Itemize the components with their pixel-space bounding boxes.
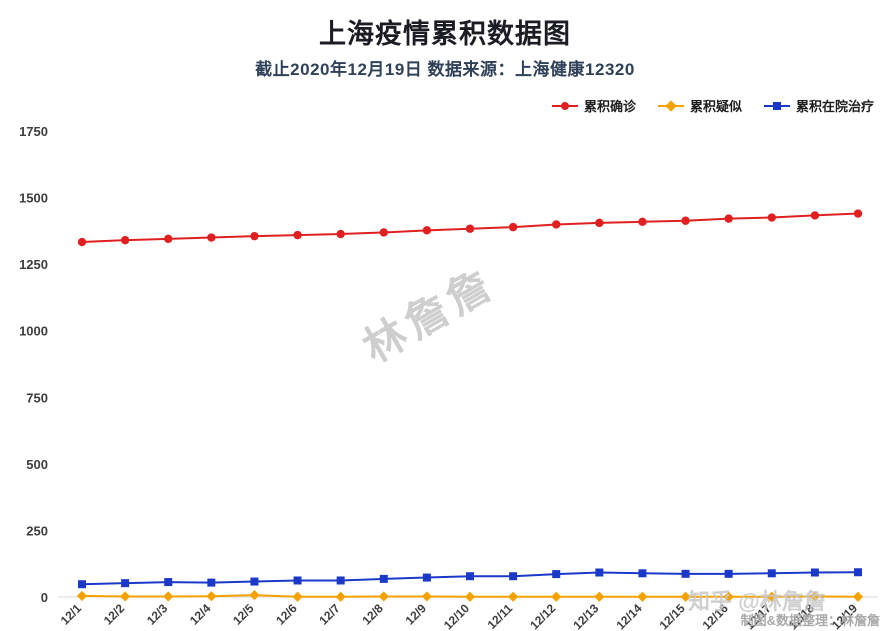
svg-text:12/6: 12/6 — [273, 601, 300, 628]
svg-text:1500: 1500 — [19, 191, 48, 206]
svg-text:12/8: 12/8 — [359, 601, 386, 628]
svg-text:12/14: 12/14 — [613, 601, 644, 631]
svg-text:12/19: 12/19 — [829, 601, 860, 631]
legend-item-confirmed: 累积确诊 — [551, 96, 636, 115]
chart-subtitle: 截止2020年12月19日 数据来源：上海健康12320 — [255, 60, 635, 79]
svg-text:12/9: 12/9 — [403, 601, 430, 628]
line-chart: 0 250 500 750 1000 1250 1500 1750 12/1 12/2 12/3 12… — [19, 124, 878, 631]
legend-label-confirmed: 累积确诊 — [583, 99, 636, 114]
svg-text:12/2: 12/2 — [101, 601, 128, 628]
plot-area: 0 250 500 750 1000 1250 1500 1750 12/1 12/2 12/3 12… — [0, 118, 890, 631]
chart-legend: 累积确诊 累积疑似 累积在院治疗 — [551, 96, 874, 115]
svg-text:12/5: 12/5 — [230, 601, 257, 628]
svg-text:250: 250 — [26, 523, 48, 538]
svg-text:0: 0 — [41, 590, 48, 605]
svg-text:12/11: 12/11 — [485, 601, 516, 631]
legend-label-in-hospital: 累积在院治疗 — [795, 99, 874, 114]
svg-text:12/3: 12/3 — [144, 601, 171, 628]
chart-title: 上海疫情累积数据图 — [319, 19, 571, 49]
svg-text:1000: 1000 — [19, 324, 48, 339]
svg-text:12/1: 12/1 — [58, 601, 85, 628]
svg-text:12/16: 12/16 — [700, 601, 731, 631]
svg-text:1750: 1750 — [19, 124, 48, 139]
svg-text:12/18: 12/18 — [786, 601, 817, 631]
legend-item-suspected: 累积疑似 — [657, 96, 742, 115]
svg-text:12/10: 12/10 — [441, 601, 472, 631]
blue-square-marker-icon — [763, 101, 790, 111]
svg-text:12/17: 12/17 — [743, 601, 774, 631]
svg-text:12/15: 12/15 — [657, 601, 688, 631]
svg-text:1250: 1250 — [19, 257, 48, 272]
svg-text:750: 750 — [26, 390, 48, 405]
svg-text:12/12: 12/12 — [527, 601, 558, 631]
orange-diamond-marker-icon — [657, 99, 684, 112]
svg-text:500: 500 — [26, 457, 48, 472]
red-circle-marker-icon — [551, 101, 578, 111]
svg-text:12/4: 12/4 — [187, 601, 214, 628]
legend-label-suspected: 累积疑似 — [689, 99, 742, 114]
legend-item-in-hospital: 累积在院治疗 — [763, 96, 874, 115]
svg-text:12/13: 12/13 — [570, 601, 601, 631]
svg-text:12/7: 12/7 — [316, 601, 343, 628]
